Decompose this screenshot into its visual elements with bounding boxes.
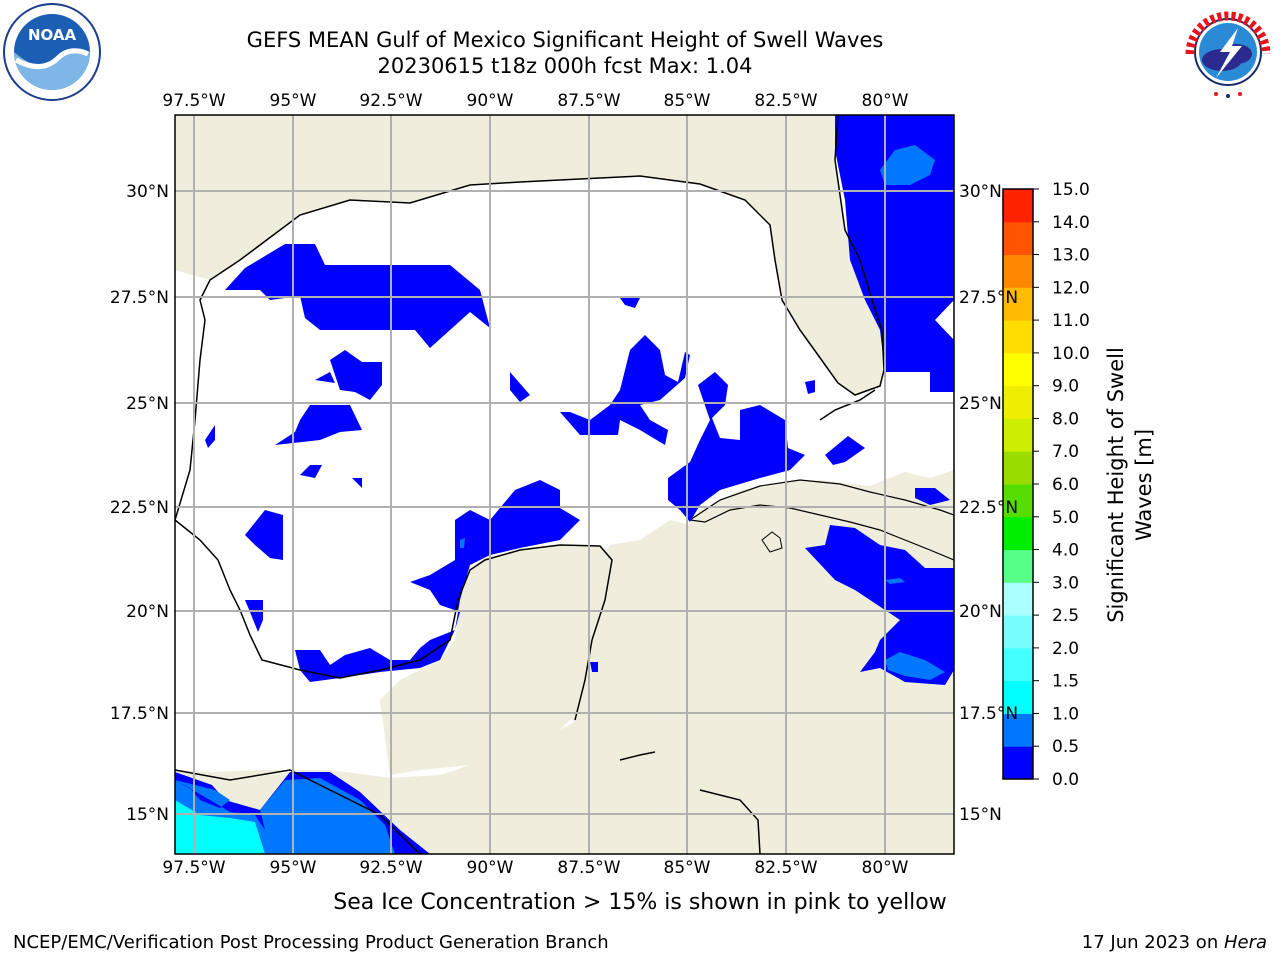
colorbar-tick-label: 4.0 xyxy=(1052,541,1079,561)
lon-tick-top: 92.5°W xyxy=(359,91,422,111)
colorbar-swatch xyxy=(1003,713,1033,747)
colorbar-swatch xyxy=(1003,582,1033,616)
coastlines xyxy=(175,115,885,854)
colorbar-swatch xyxy=(1003,189,1033,223)
footer-credit: NCEP/EMC/Verification Post Processing Pr… xyxy=(13,932,609,953)
footer-host: Hera xyxy=(1223,932,1267,953)
colorbar-tick-label: 2.5 xyxy=(1052,606,1079,626)
map-title: GEFS MEAN Gulf of Mexico Significant Hei… xyxy=(246,28,884,52)
lon-tick-top: 80°W xyxy=(862,91,909,111)
colorbar-tick-label: 0.5 xyxy=(1052,737,1079,757)
colorbar-swatch xyxy=(1003,647,1033,682)
gridlines xyxy=(175,115,954,854)
lon-tick-bottom: 97.5°W xyxy=(162,858,225,878)
colorbar-swatch xyxy=(1003,549,1033,583)
colorbar-swatch xyxy=(1003,746,1033,780)
lon-tick-top: 95°W xyxy=(270,91,317,111)
colorbar-tick-label: 0.0 xyxy=(1052,770,1079,790)
lon-tick-bottom: 80°W xyxy=(862,858,909,878)
lon-tick-top: 82.5°W xyxy=(754,91,817,111)
noaa-logo-icon: NOAA xyxy=(3,3,101,101)
colorbar-tick-label: 15.0 xyxy=(1052,180,1090,200)
colorbar-tick-label: 14.0 xyxy=(1052,213,1090,233)
map-frame xyxy=(174,114,955,855)
noaa-logo-text: NOAA xyxy=(28,26,77,44)
lon-tick-bottom: 87.5°W xyxy=(557,858,620,878)
lon-tick-bottom: 85°W xyxy=(664,858,711,878)
central-america-land xyxy=(175,720,760,854)
colorbar-swatch xyxy=(1003,418,1033,452)
colorbar-tick-label: 13.0 xyxy=(1052,246,1090,266)
colorbar-tick-label: 2.0 xyxy=(1052,639,1079,659)
lat-tick-left: 25°N xyxy=(126,394,169,414)
lat-tick-left: 22.5°N xyxy=(110,498,169,518)
lon-tick-bottom: 92.5°W xyxy=(359,858,422,878)
lat-tick-right: 25°N xyxy=(959,394,1002,414)
colorbar-tick-label: 1.5 xyxy=(1052,672,1079,692)
colorbar-tick-label: 1.0 xyxy=(1052,704,1079,724)
colorbar-label: Significant Height of Swell xyxy=(1104,347,1128,623)
nws-logo-icon xyxy=(1181,5,1275,99)
lat-tick-right: 30°N xyxy=(959,182,1002,202)
colorbar-tick-label: 9.0 xyxy=(1052,377,1079,397)
colorbar-tick-label: 6.0 xyxy=(1052,475,1079,495)
lat-tick-right: 22.5°N xyxy=(959,498,1018,518)
isla-juventud-land xyxy=(761,531,783,553)
colorbar-tick-label: 11.0 xyxy=(1052,311,1090,331)
colorbar-swatch xyxy=(1003,287,1033,321)
lon-tick-bottom: 95°W xyxy=(270,858,317,878)
lon-tick-top: 87.5°W xyxy=(557,91,620,111)
colorbar-swatch xyxy=(1003,352,1033,387)
colorbar-swatch xyxy=(1003,451,1033,485)
footer-timestamp: 17 Jun 2023 on Hera xyxy=(1040,932,1267,953)
map-subtitle: 20230615 t18z 000h fcst Max: 1.04 xyxy=(377,54,753,78)
lat-tick-left: 17.5°N xyxy=(110,704,169,724)
colorbar-tick-label: 7.0 xyxy=(1052,442,1079,462)
lon-tick-top: 85°W xyxy=(664,91,711,111)
cuba-land xyxy=(688,479,954,561)
colorbar-swatch xyxy=(1003,680,1033,714)
colorbar-tick-label: 8.0 xyxy=(1052,409,1079,429)
lon-tick-top: 90°W xyxy=(467,91,514,111)
lon-tick-bottom: 82.5°W xyxy=(754,858,817,878)
yucatan-land xyxy=(380,545,612,775)
lat-tick-right: 27.5°N xyxy=(959,288,1018,308)
colorbar-swatch xyxy=(1003,254,1033,288)
sea-ice-note: Sea Ice Concentration > 15% is shown in … xyxy=(333,890,947,915)
footer-date: 17 Jun 2023 on xyxy=(1081,932,1224,953)
colorbar-label-units: Waves [m] xyxy=(1132,429,1156,541)
lon-tick-bottom: 90°W xyxy=(467,858,514,878)
colorbar-tick-label: 12.0 xyxy=(1052,278,1090,298)
colorbar-tick-label: 5.0 xyxy=(1052,508,1079,528)
colorbar-tick-label: 10.0 xyxy=(1052,344,1090,364)
lat-tick-right: 15°N xyxy=(959,805,1002,825)
colorbar-swatch xyxy=(1003,385,1033,419)
lon-tick-top: 97.5°W xyxy=(162,91,225,111)
colorbar-swatch xyxy=(1003,484,1033,518)
colorbar-swatch xyxy=(1003,615,1033,649)
lat-tick-left: 30°N xyxy=(126,182,169,202)
lat-tick-left: 27.5°N xyxy=(110,288,169,308)
colorbar-swatch xyxy=(1003,320,1033,354)
lat-tick-right: 20°N xyxy=(959,602,1002,622)
lat-tick-right: 17.5°N xyxy=(959,704,1018,724)
colorbar-tick-label: 3.0 xyxy=(1052,573,1079,593)
colorbar-swatch xyxy=(1003,516,1033,551)
colorbar-swatch xyxy=(1003,221,1033,256)
lat-tick-left: 20°N xyxy=(126,602,169,622)
colorbar xyxy=(1003,189,1033,780)
lat-tick-left: 15°N xyxy=(126,805,169,825)
